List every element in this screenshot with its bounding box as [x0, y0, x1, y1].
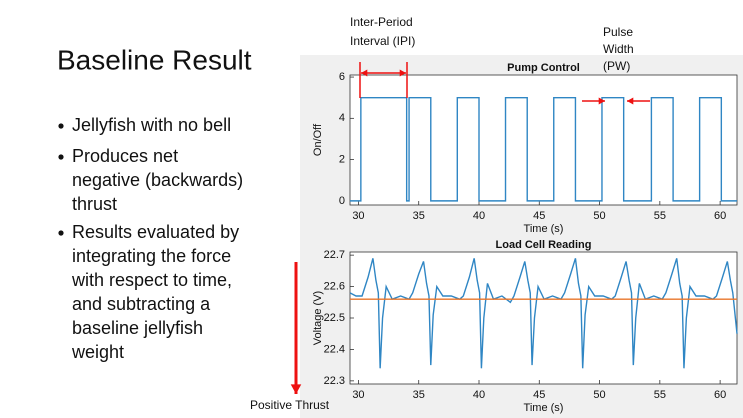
x-tick-label: 55: [654, 210, 666, 222]
plot-area: [349, 74, 738, 206]
y-axis-label: Voltage (V): [312, 291, 324, 345]
data-line: [349, 258, 738, 369]
bullet-text: Results evaluated by: [72, 222, 239, 242]
bullet-dot: [58, 230, 64, 236]
y-tick-label: 22.3: [324, 375, 345, 387]
x-tick-label: 30: [352, 389, 364, 401]
y-tick-label: 2: [339, 154, 345, 166]
x-tick-label: 35: [413, 389, 425, 401]
y-tick-label: 6: [339, 71, 345, 83]
bullet-text: integrating the force: [72, 246, 231, 266]
x-axis-label: Time (s): [524, 402, 564, 414]
arrow-head: [361, 69, 368, 77]
y-tick-label: 0: [339, 195, 345, 207]
y-tick-label: 22.6: [324, 280, 345, 292]
bullet-text: thrust: [72, 194, 117, 214]
x-tick-label: 50: [593, 210, 605, 222]
bullet-text: with respect to time,: [71, 270, 232, 290]
x-tick-label: 55: [654, 389, 666, 401]
y-tick-label: 22.7: [324, 249, 345, 261]
annotation: Inter-Period: [350, 15, 413, 29]
y-tick-label: 4: [339, 112, 345, 124]
arrow-head: [399, 69, 406, 77]
y-axis-label: On/Off: [312, 123, 324, 156]
bullet-text: weight: [71, 342, 124, 362]
x-tick-label: 35: [413, 210, 425, 222]
chart-title: Load Cell Reading: [496, 239, 592, 251]
y-tick-label: 22.4: [324, 343, 345, 355]
arrow-head: [290, 384, 302, 394]
annotation: (PW): [603, 59, 630, 73]
x-tick-label: 30: [352, 210, 364, 222]
x-tick-label: 45: [533, 389, 545, 401]
x-tick-label: 40: [473, 210, 485, 222]
bullet-dot: [58, 123, 64, 129]
bullet-text: and subtracting a: [72, 294, 211, 314]
data-line: [350, 97, 737, 202]
x-tick-label: 50: [593, 389, 605, 401]
arrow-head: [598, 97, 605, 105]
annotation: Interval (IPI): [350, 34, 415, 48]
bullet-text: baseline jellyfish: [72, 318, 203, 338]
x-tick-label: 60: [714, 389, 726, 401]
x-axis-label: Time (s): [524, 223, 564, 235]
y-tick-label: 22.5: [324, 312, 345, 324]
bullet-dot: [58, 154, 64, 160]
annotation: Positive Thrust: [250, 398, 330, 412]
x-tick-label: 40: [473, 389, 485, 401]
x-tick-label: 60: [714, 210, 726, 222]
bullet-text: negative (backwards): [72, 170, 243, 190]
x-tick-label: 45: [533, 210, 545, 222]
annotation: Width: [603, 42, 634, 56]
arrow-head: [627, 97, 634, 105]
chart-title: Pump Control: [507, 62, 580, 74]
annotation: Pulse: [603, 25, 633, 39]
bullet-text: Produces net: [72, 146, 178, 166]
slide-title: Baseline Result: [57, 44, 252, 75]
bullet-text: Jellyfish with no bell: [72, 115, 231, 135]
